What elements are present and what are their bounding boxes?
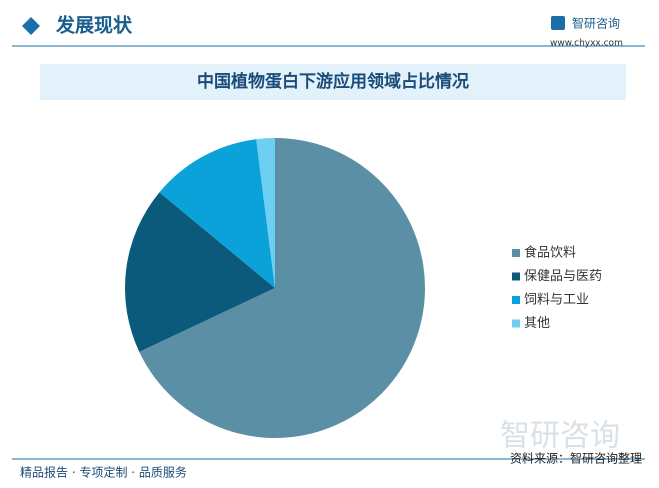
legend-label: 饲料与工业 <box>524 293 589 308</box>
legend-swatch <box>512 249 520 257</box>
legend-swatch <box>512 319 520 328</box>
legend-swatch <box>512 296 520 304</box>
legend-label: 食品饮料 <box>524 245 576 261</box>
pie-slice <box>256 138 275 288</box>
logo-text: 智研咨询 <box>572 16 620 31</box>
title-band <box>40 64 626 100</box>
watermark: 智研咨询 <box>500 419 620 454</box>
pie-slice <box>125 192 276 352</box>
pie-slice <box>139 138 425 438</box>
header-title: 发展现状 <box>55 14 133 37</box>
footer-source: 资料来源：智研咨询整理 <box>510 451 642 466</box>
footer-slogan: 精品报告 · 专项定制 · 品质服务 <box>20 465 187 480</box>
legend-label: 保健品与医药 <box>524 269 602 284</box>
chart-title: 中国植物蛋白下游应用领域占比情况 <box>197 71 469 92</box>
logo-icon <box>551 16 565 30</box>
logo-url: www.chyxx.com <box>550 39 623 49</box>
header-icon <box>22 17 40 35</box>
legend-swatch <box>512 272 520 281</box>
pie <box>125 138 425 438</box>
pie-slice <box>159 139 275 288</box>
legend-label: 其他 <box>524 316 550 331</box>
